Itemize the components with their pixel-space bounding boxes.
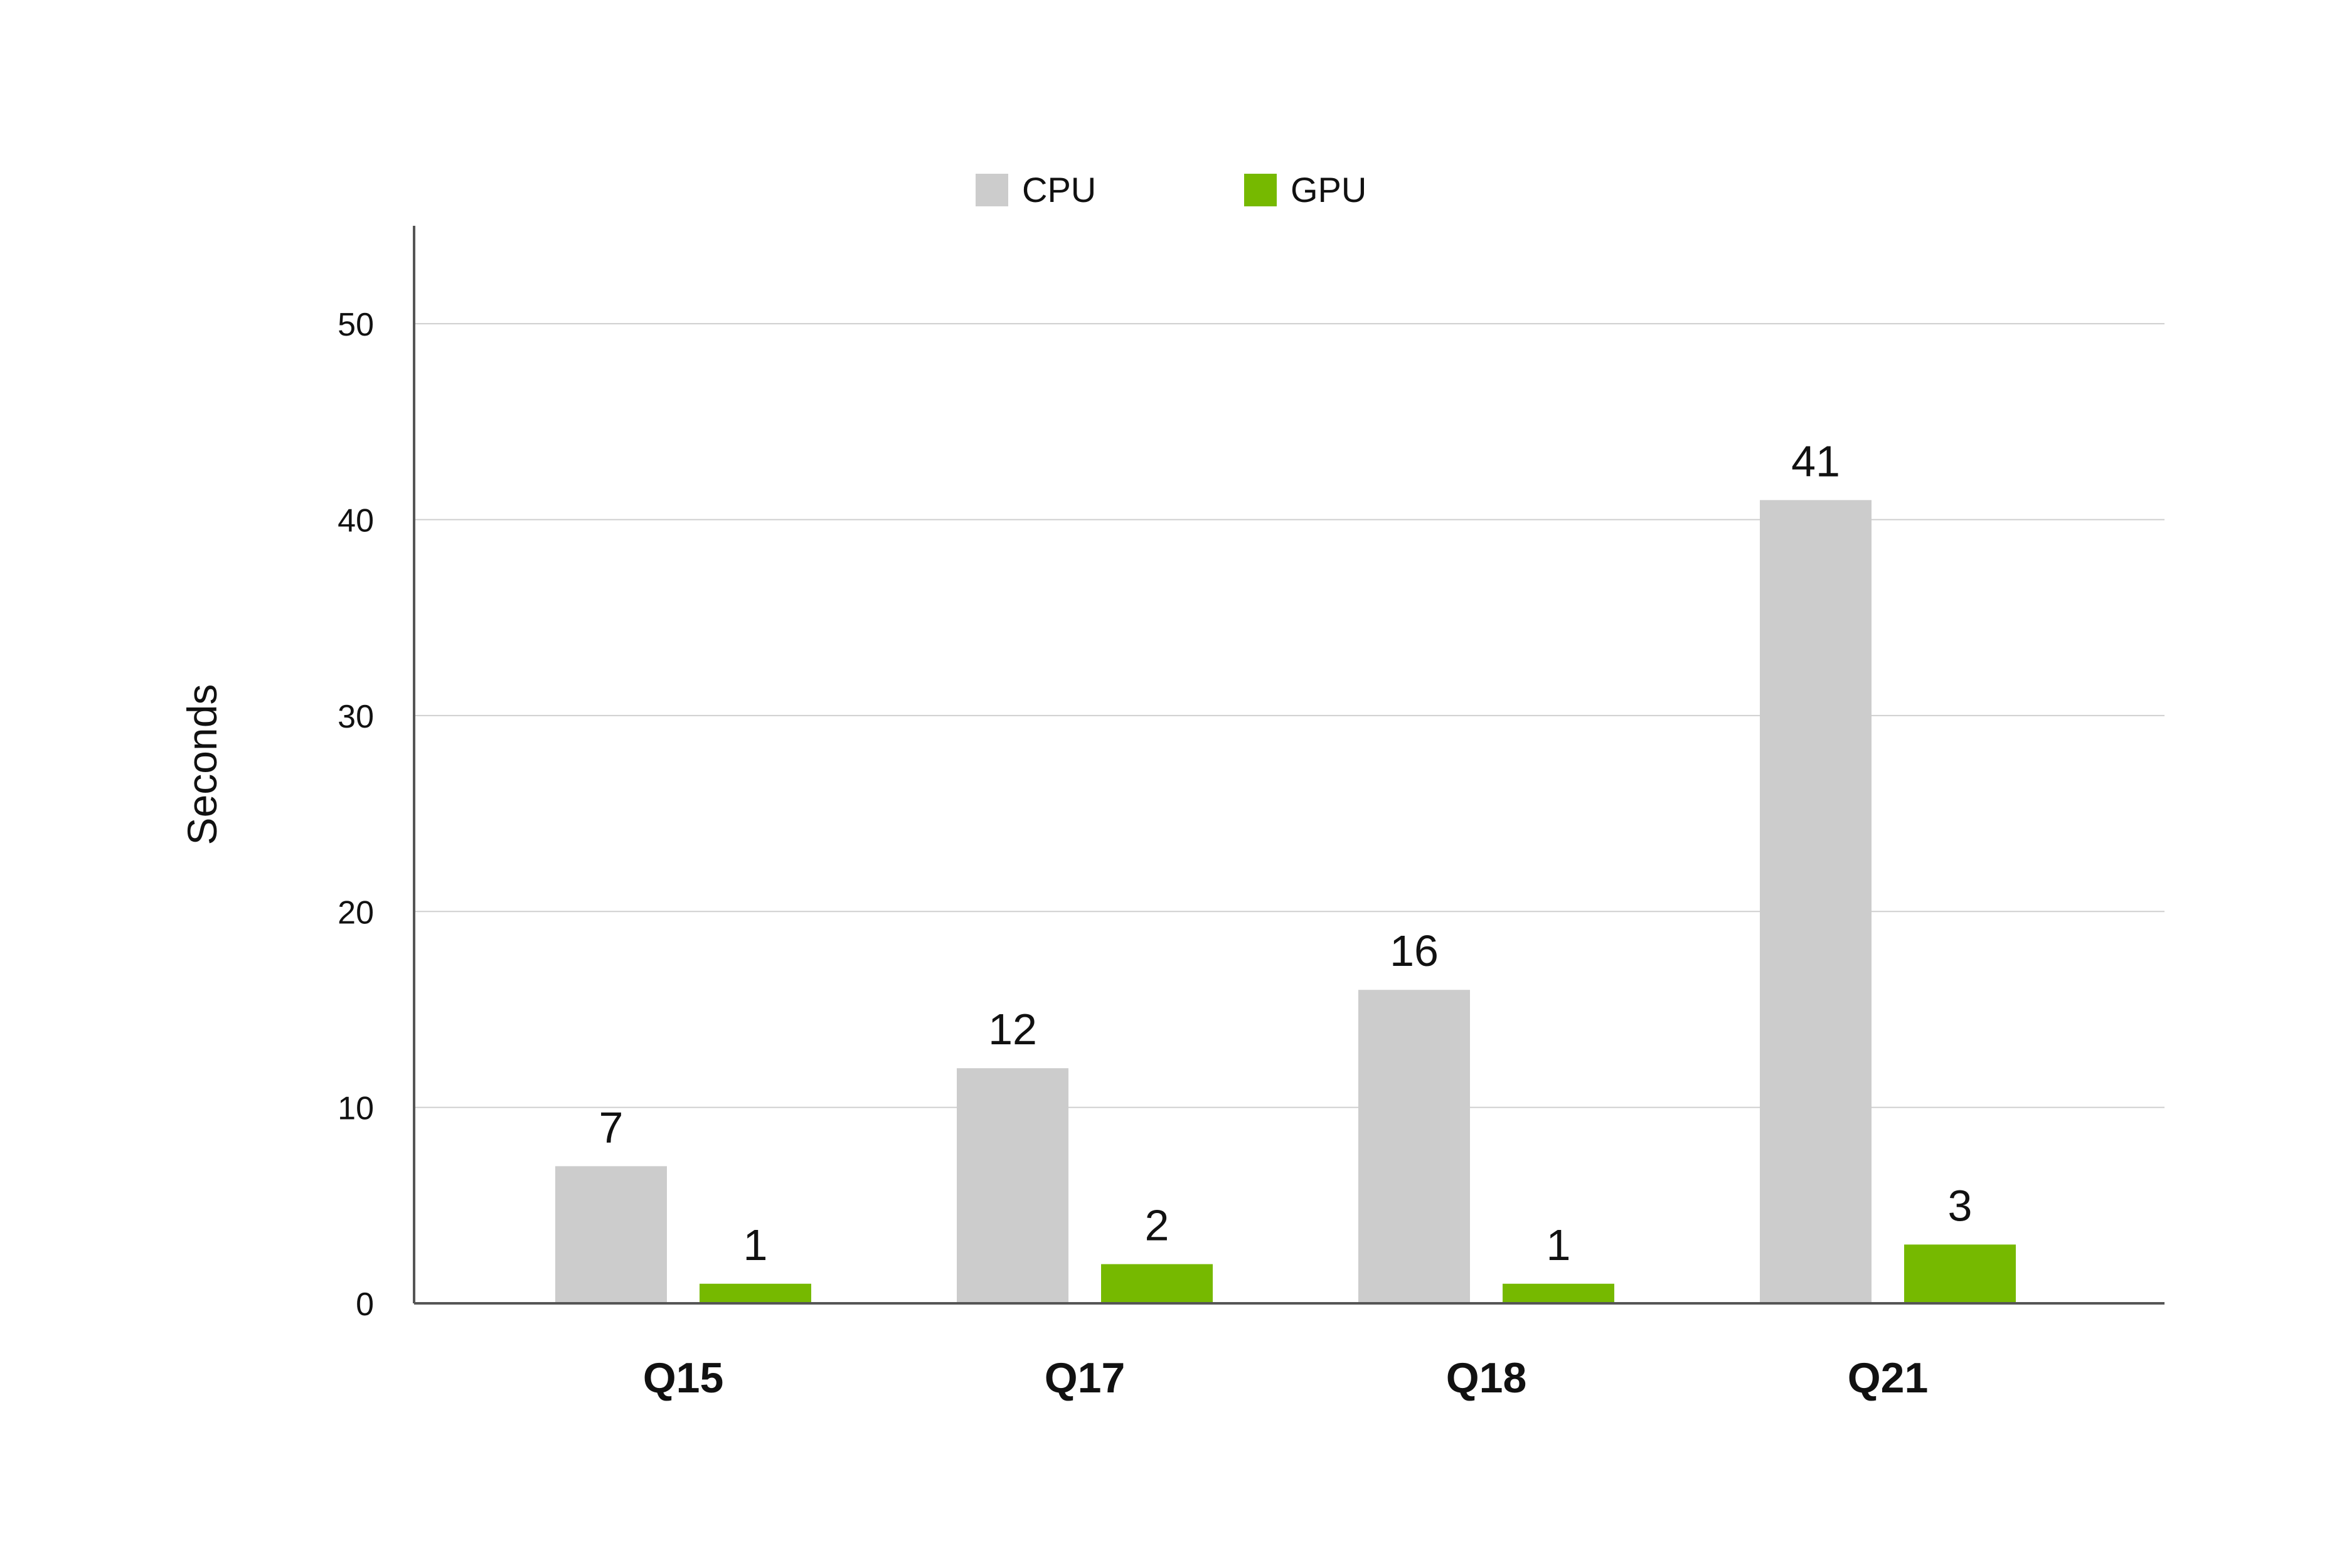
- data-labels: 7 1 12 2 16 1 41 3: [599, 437, 1973, 1269]
- bar-cpu-q17: [957, 1068, 1068, 1303]
- data-label: 7: [599, 1103, 624, 1152]
- y-tick-label: 20: [338, 894, 374, 931]
- x-tick-labels: Q15 Q17 Q18 Q21: [643, 1354, 1929, 1402]
- bar-gpu-q15: [700, 1283, 811, 1303]
- bar-cpu-q15: [555, 1166, 667, 1303]
- x-tick-label: Q17: [1045, 1354, 1126, 1402]
- y-tick-label: 40: [338, 503, 374, 539]
- y-tick-label: 0: [356, 1286, 374, 1323]
- x-tick-label: Q18: [1446, 1354, 1527, 1402]
- legend: CPU GPU: [976, 170, 1366, 209]
- bar-gpu-q21: [1904, 1244, 2016, 1303]
- bars: [555, 500, 2016, 1303]
- bar-cpu-q18: [1358, 990, 1470, 1303]
- data-label: 16: [1390, 926, 1439, 975]
- legend-label: GPU: [1291, 170, 1366, 209]
- y-tick-labels: 0 10 20 30 40 50: [338, 307, 374, 1323]
- y-axis-title: Seconds: [179, 684, 225, 845]
- y-tick-label: 30: [338, 699, 374, 735]
- legend-swatch-gpu: [1244, 174, 1277, 206]
- legend-swatch-cpu: [976, 174, 1008, 206]
- x-tick-label: Q21: [1848, 1354, 1929, 1402]
- data-label: 12: [988, 1005, 1037, 1054]
- data-label: 1: [1547, 1221, 1571, 1269]
- data-label: 2: [1145, 1201, 1169, 1250]
- x-tick-label: Q15: [643, 1354, 724, 1402]
- bar-cpu-q21: [1760, 500, 1872, 1303]
- axes: [413, 226, 2165, 1305]
- y-tick-label: 10: [338, 1091, 374, 1127]
- y-tick-label: 50: [338, 307, 374, 343]
- data-label: 3: [1948, 1181, 1973, 1230]
- bar-gpu-q18: [1503, 1283, 1614, 1303]
- data-label: 41: [1791, 437, 1840, 485]
- data-label: 1: [743, 1221, 768, 1269]
- bar-gpu-q17: [1101, 1264, 1213, 1303]
- gridlines: [414, 323, 2165, 1108]
- legend-label: CPU: [1022, 170, 1096, 209]
